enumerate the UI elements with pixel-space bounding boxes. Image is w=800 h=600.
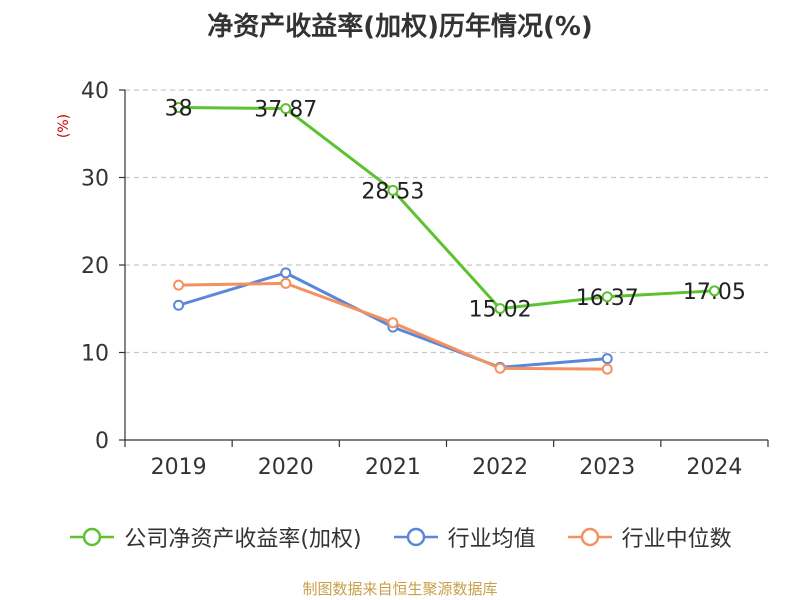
y-tick-label: 20 [81, 254, 109, 279]
data-point [173, 102, 185, 113]
axes [119, 89, 769, 447]
data-label: 38 [165, 97, 193, 122]
data-point [280, 277, 292, 289]
y-tick-label: 0 [95, 429, 109, 454]
data-point [280, 267, 292, 279]
x-tick-label: 2023 [579, 455, 635, 480]
legend-item: 公司净资产收益率(加权) [68, 521, 362, 553]
y-tick-labels: 0 10 20 30 40 [81, 79, 109, 454]
x-tick-labels: 2019 2020 2021 2022 2023 2024 [151, 455, 743, 480]
x-tick-label: 2022 [472, 455, 528, 480]
data-point [387, 317, 399, 329]
data-point [708, 285, 720, 297]
chart-title: 净资产收益率(加权)历年情况(%) [207, 12, 593, 42]
legend-item: 行业中位数 [566, 521, 732, 553]
data-point [173, 279, 185, 291]
data-point [280, 103, 292, 115]
data-point [387, 184, 399, 196]
data-point [601, 291, 613, 303]
legend-swatch [70, 527, 115, 547]
series-line [178, 106, 715, 311]
legend-label: 公司净资产收益率(加权) [124, 527, 362, 552]
data-labels: 38 37.87 28.53 15.02 16.37 17.05 [165, 97, 746, 323]
x-tick-label: 2021 [365, 455, 421, 480]
legend-swatch [567, 527, 612, 547]
data-label: 15.02 [469, 298, 532, 323]
legend-label: 行业均值 [447, 527, 536, 552]
x-tick-label: 2024 [686, 455, 742, 480]
data-label: 28.53 [361, 179, 424, 204]
series-lines [173, 102, 720, 375]
y-tick-label: 40 [81, 79, 109, 104]
x-tick-label: 2019 [151, 455, 207, 480]
y-tick-label: 10 [81, 342, 109, 367]
data-point [494, 303, 506, 315]
legend: 公司净资产收益率(加权) 行业均值 行业中位数 [0, 520, 800, 554]
data-label: 37.87 [254, 98, 317, 123]
legend-label: 行业中位数 [621, 527, 732, 552]
data-point [173, 299, 185, 311]
y-axis-label: (%) [56, 114, 72, 138]
legend-item: 行业均值 [392, 521, 536, 553]
x-tick-label: 2020 [258, 455, 314, 480]
data-label: 17.05 [683, 280, 746, 305]
grid-lines [125, 89, 768, 354]
data-point [494, 362, 506, 374]
legend-swatch [393, 527, 438, 547]
data-label: 16.37 [576, 286, 639, 311]
y-tick-label: 30 [81, 167, 109, 192]
data-point [601, 353, 613, 365]
data-point [601, 363, 613, 375]
source-note: 制图数据来自恒生聚源数据库 [302, 580, 498, 598]
